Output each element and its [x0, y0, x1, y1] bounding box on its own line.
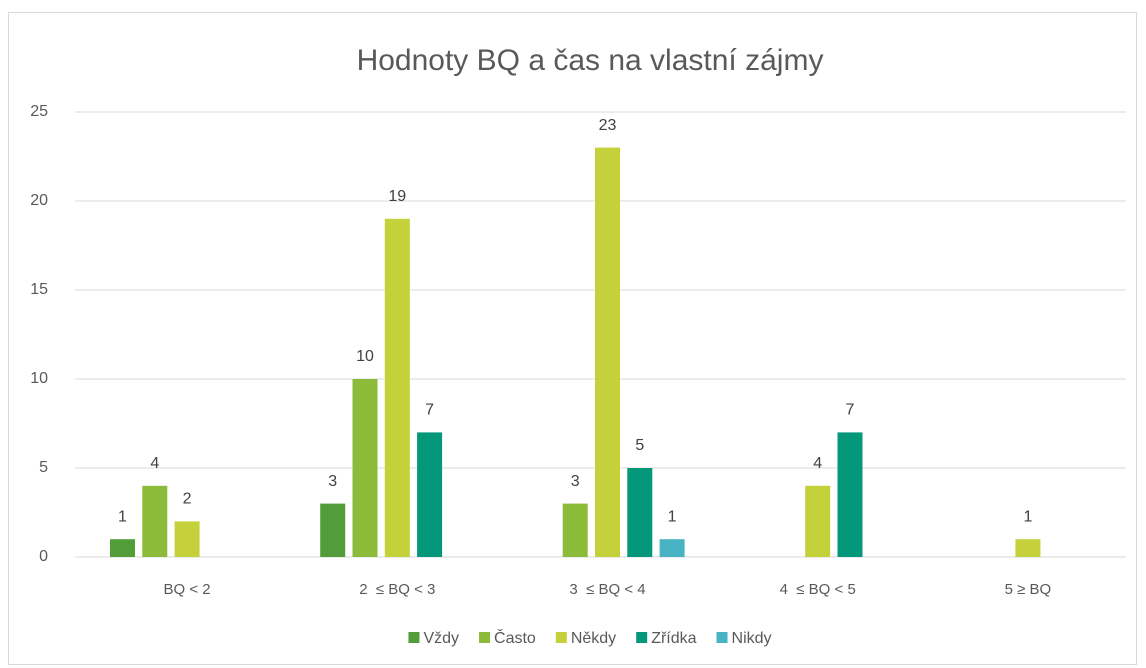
legend-swatch — [479, 632, 491, 643]
data-label: 4 — [150, 455, 159, 472]
data-label: 1 — [118, 508, 127, 525]
bar — [174, 521, 200, 557]
x-tick-label: 5 ≥ BQ — [1005, 581, 1052, 598]
data-label: 3 — [328, 473, 337, 490]
data-label: 10 — [356, 348, 374, 365]
bar — [384, 218, 410, 558]
y-tick-label: 5 — [39, 459, 48, 476]
chart-border — [8, 12, 1137, 665]
data-label: 23 — [599, 117, 617, 134]
data-label: 2 — [183, 491, 192, 508]
x-tick-label: BQ < 2 — [164, 581, 211, 598]
y-tick-label: 20 — [30, 192, 48, 209]
legend-swatch — [408, 632, 420, 643]
data-label: 7 — [425, 402, 434, 419]
y-tick-label: 15 — [30, 281, 48, 298]
bar — [352, 379, 378, 557]
bar — [320, 503, 346, 557]
bar — [805, 485, 831, 557]
data-label: 1 — [1023, 508, 1032, 525]
data-label: 4 — [813, 455, 822, 472]
data-label: 5 — [635, 437, 644, 454]
legend-swatch — [636, 632, 648, 643]
legend-label: Zřídka — [651, 630, 696, 647]
x-tick-label: 4 ≤ BQ < 5 — [780, 581, 856, 598]
data-label: 7 — [846, 402, 855, 419]
data-label: 1 — [668, 508, 677, 525]
legend-label: Nikdy — [732, 630, 772, 647]
x-tick-label: 2 ≤ BQ < 3 — [359, 581, 435, 598]
y-tick-label: 25 — [30, 103, 48, 120]
y-tick-label: 0 — [39, 548, 48, 565]
bar — [659, 539, 685, 557]
legend-swatch — [555, 632, 567, 643]
chart-title: Hodnoty BQ a čas na vlastní zájmy — [357, 44, 824, 77]
legend-label: Někdy — [571, 630, 616, 647]
bar — [595, 147, 620, 557]
bar — [837, 432, 863, 557]
legend-swatch — [716, 632, 728, 643]
bar — [627, 468, 653, 557]
bar — [1015, 539, 1041, 557]
bar — [110, 539, 135, 557]
x-tick-label: 3 ≤ BQ < 4 — [569, 581, 645, 598]
bar — [417, 432, 443, 557]
bar — [142, 485, 168, 557]
y-tick-label: 10 — [30, 370, 48, 387]
data-label: 19 — [388, 188, 406, 205]
legend-label: Často — [494, 628, 536, 647]
bar — [562, 503, 588, 557]
legend-label: Vždy — [423, 630, 459, 647]
data-label: 3 — [571, 473, 580, 490]
